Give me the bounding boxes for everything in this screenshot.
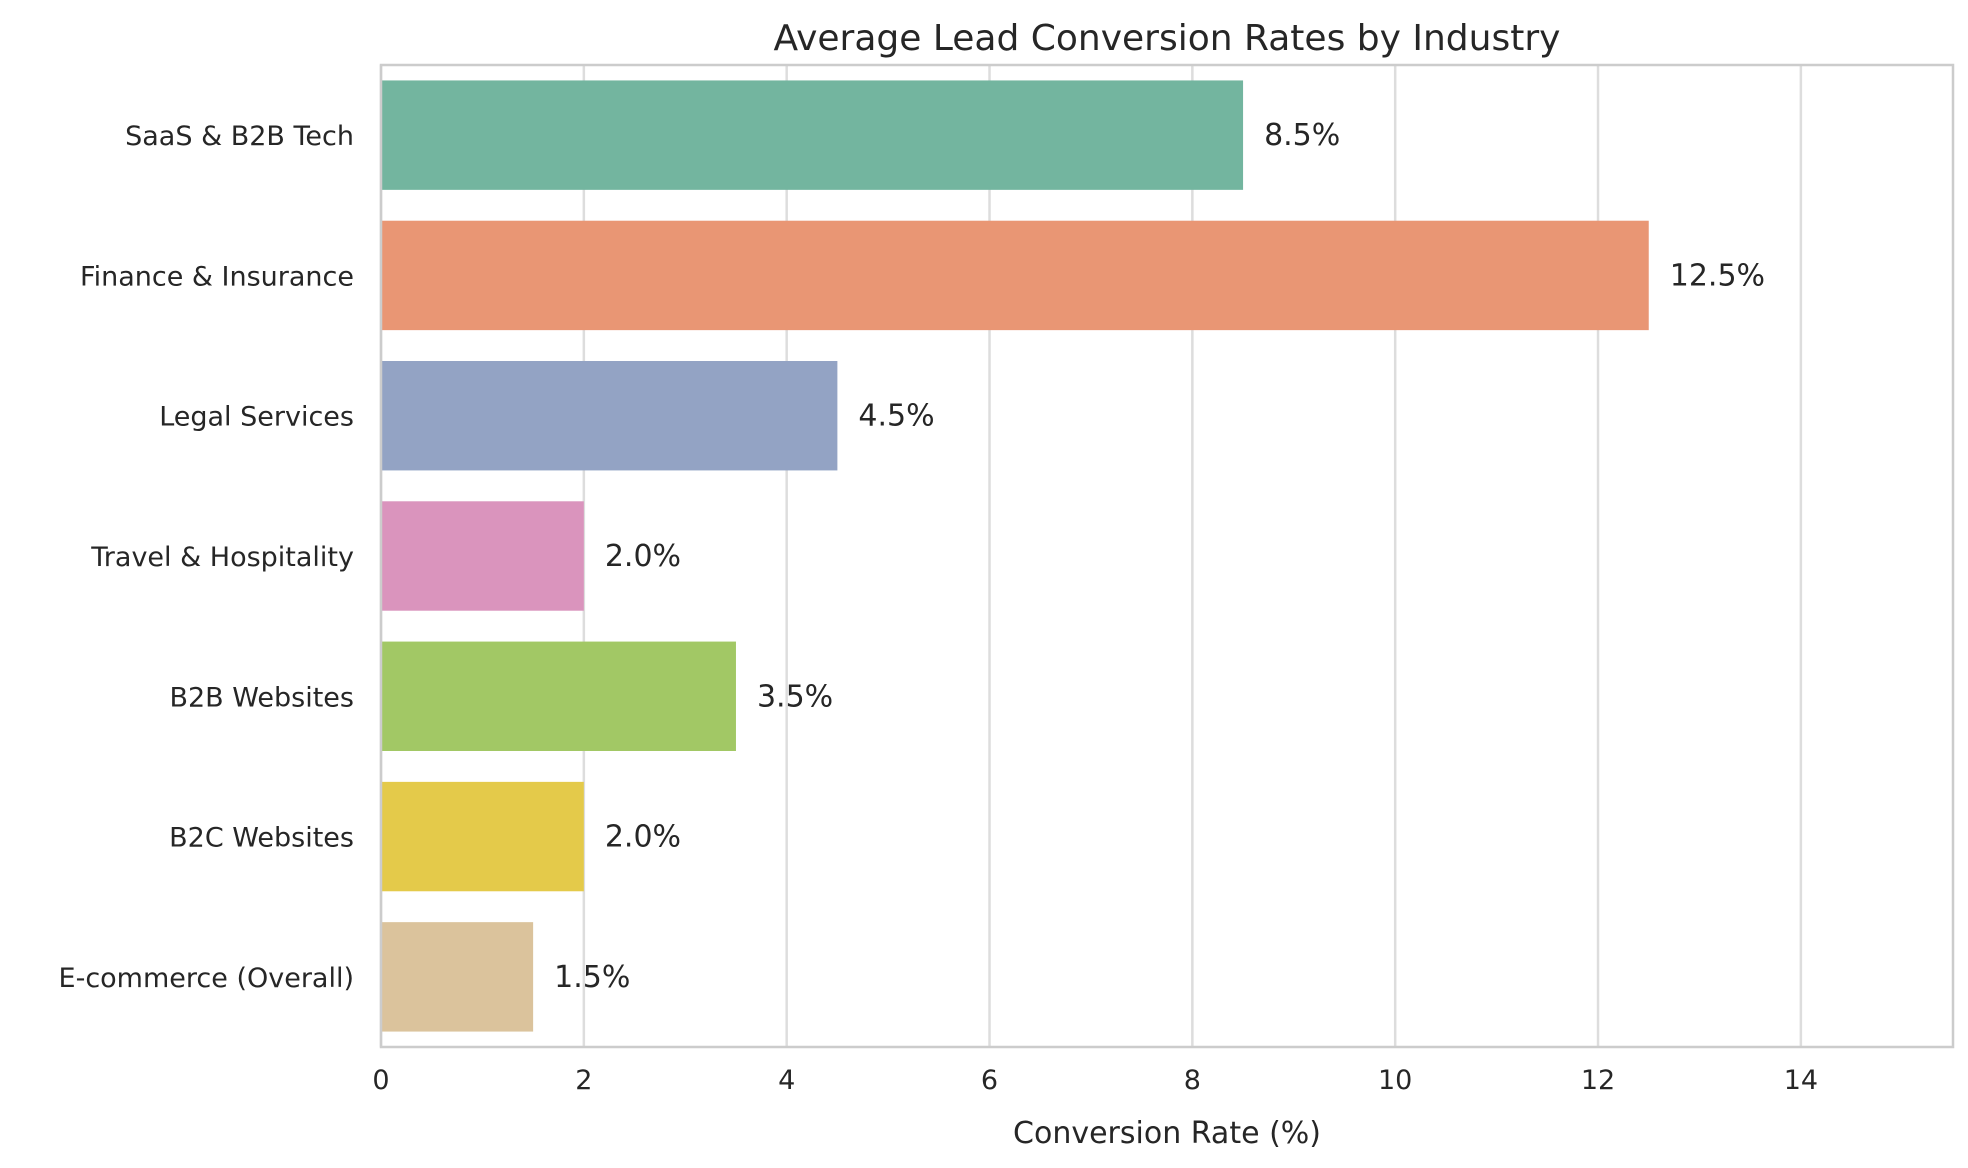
y-tick-label: SaaS & B2B Tech (125, 121, 354, 152)
bar-value-label: 2.0% (605, 820, 681, 855)
x-tick-label: 0 (372, 1065, 389, 1096)
y-tick-label: Finance & Insurance (80, 261, 354, 292)
data-labels: 8.5% 12.5% 4.5% 2.0% 3.5% 2.0% 1.5% (554, 118, 1765, 995)
bar (381, 501, 584, 611)
bar-value-label: 3.5% (757, 679, 833, 714)
bars (381, 80, 1649, 1032)
bar-value-label: 12.5% (1670, 258, 1765, 293)
bar-value-label: 4.5% (858, 399, 934, 434)
y-tick-label: B2B Websites (169, 682, 354, 713)
x-tick-label: 4 (778, 1065, 795, 1096)
x-tick-labels: 0 2 4 6 8 10 12 14 (372, 1065, 1818, 1096)
bar-value-label: 1.5% (554, 960, 630, 995)
x-tick-label: 10 (1378, 1065, 1412, 1096)
x-tick-label: 14 (1784, 1065, 1818, 1096)
y-tick-labels: SaaS & B2B Tech Finance & Insurance Legal … (59, 121, 354, 994)
grid-lines (379, 65, 1803, 1047)
y-tick-label: B2C Websites (169, 823, 354, 854)
bar (381, 922, 534, 1032)
x-tick-label: 6 (981, 1065, 998, 1096)
x-tick-label: 2 (575, 1065, 592, 1096)
y-tick-label: Travel & Hospitality (90, 542, 354, 573)
bar (381, 220, 1649, 331)
bar-value-label: 8.5% (1264, 118, 1340, 153)
y-tick-label: Legal Services (159, 402, 354, 433)
bar-value-label: 2.0% (605, 539, 681, 574)
bar (381, 641, 736, 751)
x-tick-label: 8 (1184, 1065, 1201, 1096)
x-axis-label: Conversion Rate (%) (1013, 1116, 1321, 1151)
y-tick-label: E-commerce (Overall) (59, 963, 354, 994)
bar (381, 80, 1244, 190)
x-tick-label: 12 (1581, 1065, 1615, 1096)
chart-title: Average Lead Conversion Rates by Industr… (774, 18, 1561, 59)
bar (381, 361, 838, 471)
plot-frame (379, 63, 1955, 1049)
bar (381, 781, 584, 892)
